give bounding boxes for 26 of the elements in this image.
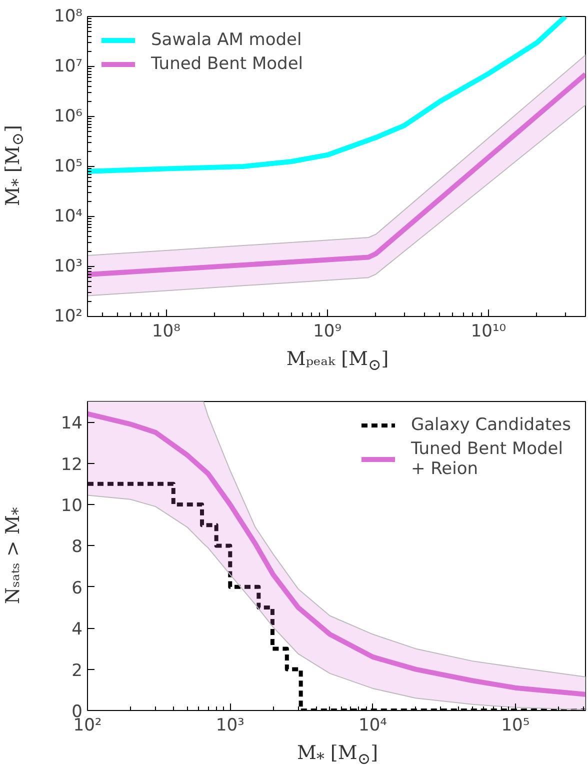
- y-tick-label: 10³: [54, 256, 83, 276]
- y-tick-label: 6: [72, 578, 83, 598]
- x-axis-title: Mₚₑₐₖ [M$_{⊙}$]: [285, 347, 390, 376]
- legend-label: Galaxy Candidates: [410, 415, 571, 435]
- legend-label: Tuned Bent Model + Reion: [410, 439, 563, 479]
- x-axis-title: M$_{*}$ [M$_{⊙}$]: [296, 741, 379, 769]
- x-tick-label: 10³: [216, 716, 244, 736]
- x-tick-label: 10⁹: [313, 322, 342, 342]
- legend-label: Sawala AM model: [151, 30, 302, 50]
- legend-label: Tuned Bent Model: [151, 54, 304, 74]
- y-tick-label: 12: [60, 454, 83, 475]
- y-tick-label: 10²: [54, 306, 83, 326]
- x-tick-label: 10⁴: [358, 716, 388, 736]
- y-tick-label: 10: [60, 496, 83, 516]
- y-tick-label: 10⁴: [54, 206, 83, 226]
- y-tick-label: 4: [72, 620, 83, 640]
- y-tick-label: 10⁸: [54, 6, 83, 26]
- y-tick-label: 10⁵: [54, 156, 83, 176]
- y-tick-label: 8: [72, 537, 83, 558]
- x-tick-label: 10¹⁰: [470, 322, 506, 342]
- x-tick-label: 10⁸: [152, 322, 181, 342]
- y-tick-label: 14: [60, 414, 83, 434]
- y-tick-label: 10⁶: [54, 106, 83, 126]
- x-tick-label: 10⁵: [501, 716, 530, 736]
- y-tick-label: 10⁷: [54, 56, 83, 76]
- y-tick-label: 2: [72, 660, 83, 681]
